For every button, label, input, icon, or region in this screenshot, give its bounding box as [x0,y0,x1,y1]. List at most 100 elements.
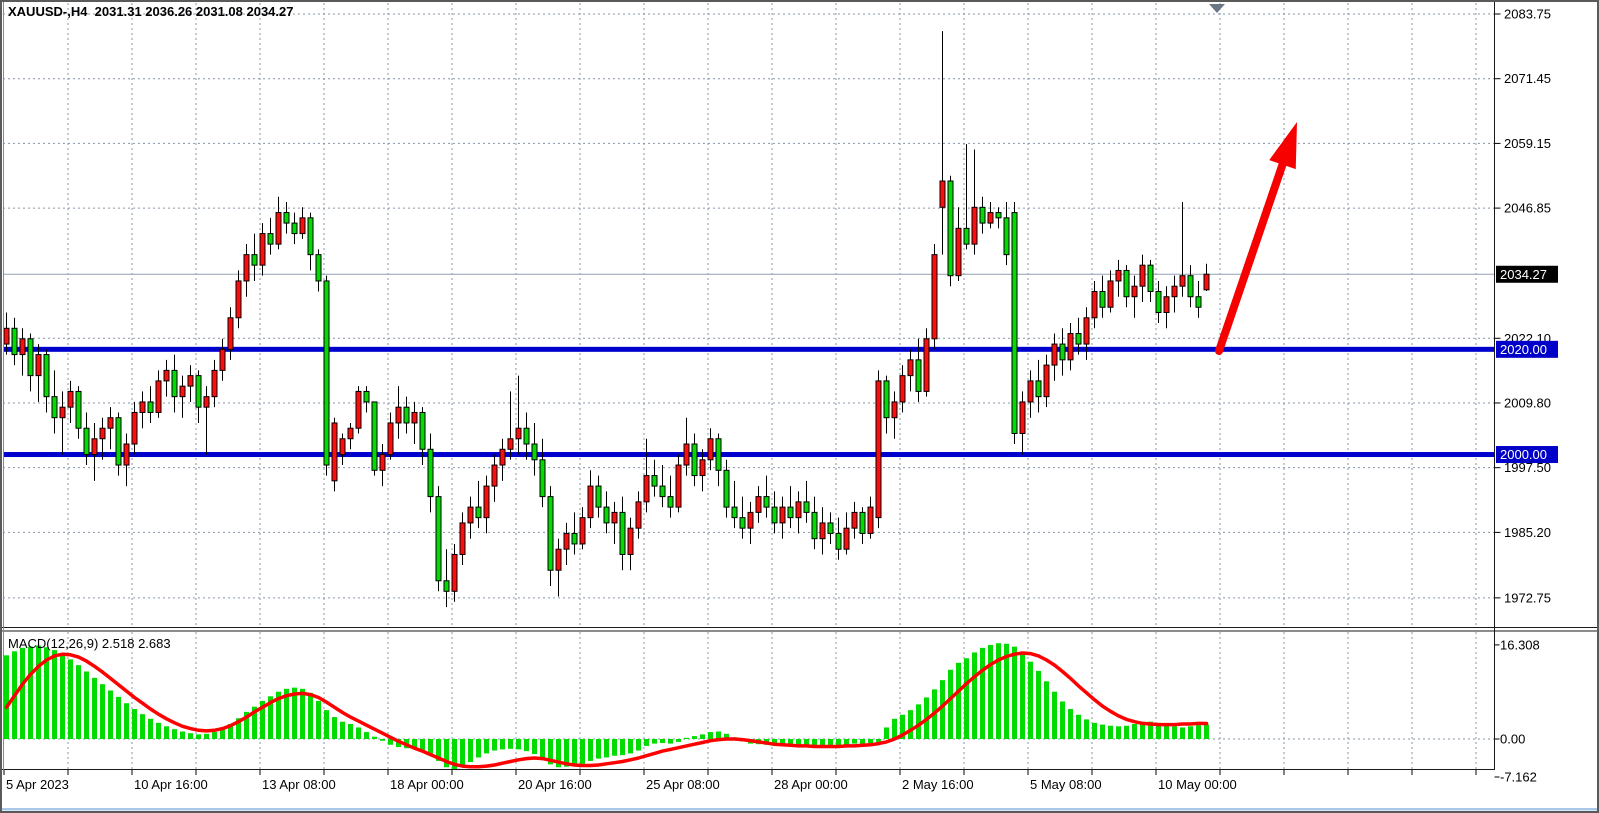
candle-bearish [171,369,178,398]
candle-bullish [675,464,682,508]
candle-bearish [539,459,546,498]
candle-bullish [923,338,930,392]
candle-bearish [1059,343,1066,361]
macd-histogram-bar [220,728,225,739]
candle-bearish [43,354,50,398]
candle-bullish [1115,269,1122,282]
macd-histogram-bar [500,739,505,750]
macd-histogram-bar [956,662,961,739]
candle-bullish [219,348,226,371]
trend-arrow-head[interactable] [1269,122,1297,170]
candle-bullish [387,422,394,456]
candle-bearish [291,222,298,235]
price-axis-label: 1985.20 [1504,525,1551,540]
macd-histogram-bar [852,739,857,744]
macd-histogram-bar [300,688,305,739]
macd-histogram-bar [636,739,641,751]
candle-bearish [995,212,1002,219]
macd-histogram-bar [468,739,473,763]
price-axis-label: 1972.75 [1504,590,1551,605]
pane-separator[interactable] [0,627,1599,628]
macd-histogram-bar [884,727,889,739]
level-price-plate [1496,340,1558,358]
macd-histogram-bar [460,739,465,767]
candle-bearish [731,506,738,519]
candle-bearish [195,375,202,408]
candle-bearish [659,485,666,498]
candle-bullish [819,522,826,540]
macd-histogram-bar [36,645,41,739]
macd-histogram-bar [836,739,841,747]
macd-histogram-bar [412,739,417,749]
macd-histogram-bar [148,718,153,739]
macd-histogram-bar [364,732,369,739]
macd-histogram-bar [84,671,89,739]
candle-bearish [115,417,122,466]
macd-indicator-label: MACD(12,26,9) 2.518 2.683 [8,636,171,651]
candle-bullish [1131,285,1138,298]
candle-bearish [75,390,82,429]
macd-histogram-bar [284,688,289,739]
pane-separator[interactable] [0,630,1599,632]
candle-bearish [723,469,730,508]
macd-histogram-bar [1020,653,1025,739]
candle-bearish [1035,380,1042,398]
candle-bearish [147,401,154,413]
macd-histogram-bar [236,718,241,739]
candle-bullish [1091,290,1098,319]
candle-bullish [59,406,66,419]
candle-bullish [867,506,874,534]
macd-histogram-bar [708,732,713,739]
candle-bearish [267,233,274,245]
candle-bullish [683,443,690,466]
macd-histogram-bar [724,733,729,739]
candle-bearish [827,522,834,534]
candle-bullish [91,438,98,456]
level-price-label: 2000.00 [1500,447,1547,462]
candle-bullish [755,496,762,513]
candle-bearish [443,580,450,592]
candle-bullish [1043,364,1050,398]
candle-bearish [363,390,370,403]
macd-histogram-bar [716,731,721,739]
candle-bullish [1019,401,1026,434]
candle-bullish [203,396,210,408]
time-axis-label: 2 May 16:00 [902,777,974,792]
candle-bullish [99,427,106,440]
candle-bearish [403,406,410,424]
macd-histogram-bar [892,718,897,739]
candle-bullish [699,459,706,477]
time-axis-label: 5 May 08:00 [1030,777,1102,792]
macd-histogram-bar [1108,725,1113,739]
horizontal-level-line[interactable] [3,452,1495,458]
candle-bearish [1123,269,1130,298]
level-price-label: 2020.00 [1500,342,1547,357]
price-axis-label: 2009.80 [1504,395,1551,410]
macd-histogram-bar [860,739,865,745]
chart-title: XAUUSD-,H4 2031.31 2036.26 2031.08 2034.… [8,4,294,19]
macd-histogram-bar [684,737,689,739]
candle-bearish [283,212,290,224]
macd-histogram-bar [780,739,785,746]
candle-bullish [971,206,978,245]
macd-histogram-bar [28,646,33,739]
macd-histogram-bar [124,703,129,739]
trend-arrow-shaft[interactable] [1215,154,1289,355]
macd-histogram-bar [980,647,985,739]
candle-bearish [667,496,674,508]
candle-bullish [955,227,962,277]
candle-bullish [643,475,650,503]
macd-histogram-bar [52,650,57,739]
macd-histogram-bar [1132,723,1137,739]
chart-shift-marker-icon[interactable] [1209,4,1225,13]
candle-bearish [1011,212,1018,434]
macd-histogram-bar [348,723,353,739]
macd-histogram-bar [324,710,329,739]
horizontal-level-line[interactable] [3,346,1495,352]
macd-histogram-bar [420,739,425,750]
candle-bullish [1083,317,1090,345]
candle-bullish [347,427,354,440]
macd-histogram-bar [1204,724,1209,739]
